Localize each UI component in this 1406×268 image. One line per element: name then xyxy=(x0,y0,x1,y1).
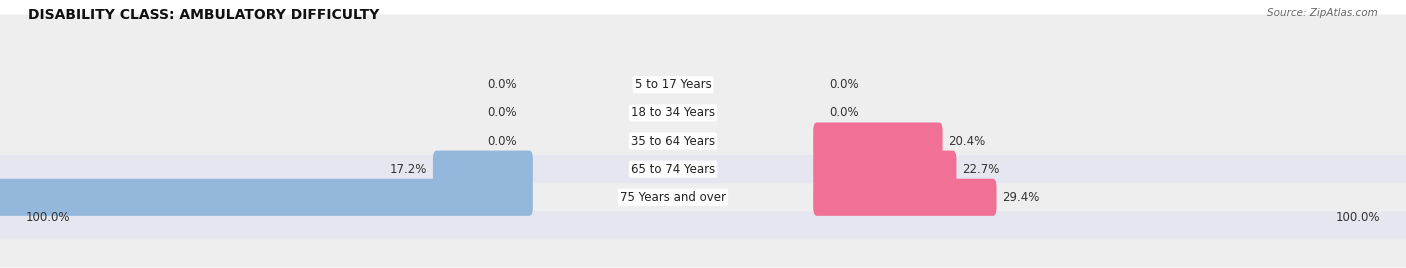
Text: 5 to 17 Years: 5 to 17 Years xyxy=(634,78,711,91)
FancyBboxPatch shape xyxy=(0,43,1406,183)
Text: 65 to 74 Years: 65 to 74 Years xyxy=(631,163,716,176)
FancyBboxPatch shape xyxy=(813,179,997,216)
Text: 100.0%: 100.0% xyxy=(1336,211,1379,224)
FancyBboxPatch shape xyxy=(0,179,533,216)
Text: 20.4%: 20.4% xyxy=(949,135,986,147)
Text: 0.0%: 0.0% xyxy=(488,106,517,120)
Text: 0.0%: 0.0% xyxy=(828,106,859,120)
FancyBboxPatch shape xyxy=(813,122,942,159)
Text: 0.0%: 0.0% xyxy=(488,78,517,91)
FancyBboxPatch shape xyxy=(813,151,956,188)
Text: 100.0%: 100.0% xyxy=(27,211,70,224)
Text: DISABILITY CLASS: AMBULATORY DIFFICULTY: DISABILITY CLASS: AMBULATORY DIFFICULTY xyxy=(28,8,380,22)
Text: 17.2%: 17.2% xyxy=(389,163,427,176)
Text: 29.4%: 29.4% xyxy=(1002,191,1040,204)
FancyBboxPatch shape xyxy=(0,127,1406,267)
Text: 22.7%: 22.7% xyxy=(962,163,1000,176)
Text: 75 Years and over: 75 Years and over xyxy=(620,191,725,204)
FancyBboxPatch shape xyxy=(0,99,1406,239)
FancyBboxPatch shape xyxy=(433,151,533,188)
Text: 0.0%: 0.0% xyxy=(488,135,517,147)
Text: 0.0%: 0.0% xyxy=(828,78,859,91)
Text: 35 to 64 Years: 35 to 64 Years xyxy=(631,135,716,147)
Text: 18 to 34 Years: 18 to 34 Years xyxy=(631,106,716,120)
Text: Source: ZipAtlas.com: Source: ZipAtlas.com xyxy=(1267,8,1378,18)
FancyBboxPatch shape xyxy=(0,71,1406,211)
FancyBboxPatch shape xyxy=(0,14,1406,155)
